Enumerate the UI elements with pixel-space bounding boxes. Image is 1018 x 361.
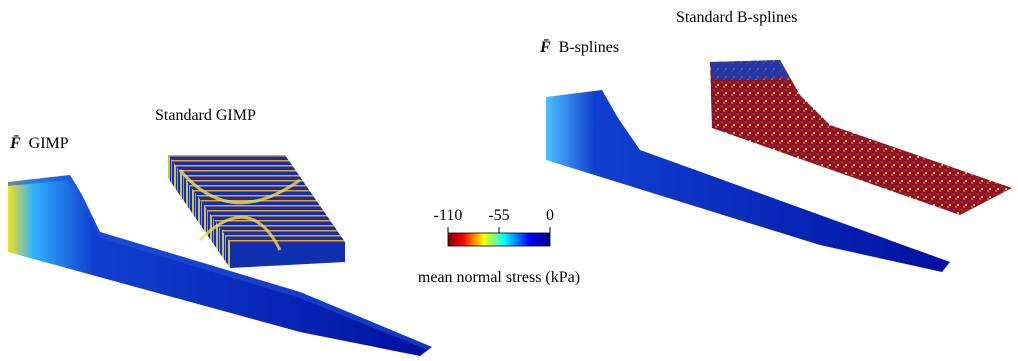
- panel-label: F̄ B-splines: [539, 38, 619, 56]
- bspline-fbar-render: [546, 90, 950, 272]
- colorbar-label: mean normal stress (kPa): [418, 269, 580, 286]
- gimp-standard-render: [168, 155, 345, 268]
- colorbar-tick-label: -55: [488, 207, 509, 224]
- colorbar-tick-label: -110: [434, 207, 463, 224]
- panel-label: Standard B-splines: [676, 9, 797, 26]
- label-symbol: F̄: [539, 38, 551, 56]
- colorbar-tick-label: 0: [546, 207, 554, 224]
- colorbar: -110 -55 0 mean normal stress (kPa): [418, 207, 580, 286]
- panel-label: F̄ GIMP: [9, 134, 69, 152]
- label-text: GIMP: [29, 135, 69, 152]
- bspline-standard-render: [710, 60, 1012, 215]
- panel-label: Standard GIMP: [155, 107, 256, 124]
- gimp-fbar-render: [8, 175, 432, 356]
- label-symbol: F̄: [9, 134, 21, 152]
- label-text: B-splines: [559, 39, 619, 56]
- colorbar-scale: [447, 232, 551, 247]
